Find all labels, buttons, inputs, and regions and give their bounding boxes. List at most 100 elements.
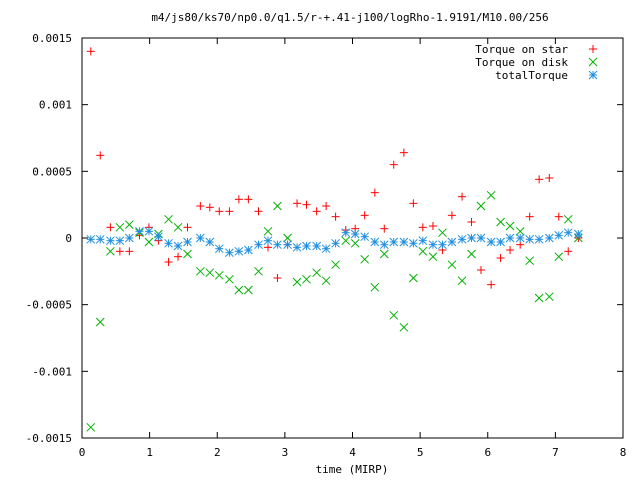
- data-point: [515, 233, 525, 243]
- data-point: [292, 242, 302, 252]
- data-point: [505, 233, 515, 243]
- data-point: [205, 237, 215, 247]
- plot-frame: [81, 37, 624, 439]
- data-point: [195, 266, 205, 276]
- data-point: [195, 233, 205, 243]
- data-point: [535, 175, 544, 184]
- legend-label: Torque on star: [475, 43, 568, 56]
- data-point: [467, 218, 476, 226]
- data-point: [554, 212, 563, 221]
- legend-label: Torque on disk: [475, 56, 568, 69]
- data-point: [496, 217, 505, 227]
- x-tick-label: 7: [552, 446, 559, 459]
- data-point: [476, 233, 486, 243]
- data-point: [496, 237, 505, 247]
- data-point: [225, 248, 234, 258]
- x-tick-label: 1: [146, 446, 153, 459]
- legend-marker: [588, 57, 598, 67]
- data-point: [360, 232, 370, 242]
- data-point: [292, 277, 302, 287]
- data-point: [350, 229, 360, 239]
- data-point: [322, 202, 331, 210]
- data-point: [505, 221, 515, 231]
- legend-label: totalTorque: [495, 69, 568, 82]
- data-point: [409, 238, 418, 248]
- series-plus: [86, 47, 583, 289]
- data-points: [86, 47, 583, 432]
- data-point: [554, 252, 564, 262]
- data-point: [205, 268, 215, 278]
- legend-marker: [589, 45, 597, 53]
- y-tick-label: 0: [65, 232, 72, 245]
- data-point: [506, 246, 515, 254]
- data-point: [476, 201, 486, 211]
- data-point: [95, 234, 105, 244]
- data-point: [380, 224, 389, 233]
- data-point: [545, 174, 554, 182]
- y-tick-label: 0.0005: [32, 165, 72, 178]
- data-point: [115, 222, 125, 232]
- y-tick-label: 0.001: [39, 99, 72, 112]
- data-point: [428, 240, 438, 250]
- data-point: [399, 237, 409, 247]
- data-point: [234, 195, 243, 204]
- data-point: [458, 192, 467, 201]
- data-point: [244, 245, 253, 255]
- data-point: [457, 276, 467, 286]
- data-point: [254, 207, 263, 216]
- data-point: [564, 247, 573, 256]
- data-point: [106, 236, 115, 246]
- data-point: [205, 203, 214, 212]
- data-point: [389, 310, 399, 320]
- data-point: [321, 276, 331, 286]
- data-point: [331, 212, 340, 221]
- data-point: [496, 254, 505, 262]
- data-point: [86, 422, 96, 432]
- y-tick-label: -0.001: [32, 365, 72, 378]
- y-tick-label: -0.0015: [26, 432, 72, 445]
- data-point: [370, 237, 380, 247]
- data-point: [106, 223, 115, 232]
- data-point: [331, 260, 340, 270]
- data-point: [302, 241, 311, 251]
- data-point: [96, 151, 105, 160]
- data-point: [144, 226, 154, 236]
- data-point: [312, 241, 322, 251]
- data-point: [370, 188, 379, 197]
- legend-marker: [588, 70, 598, 80]
- data-point: [244, 285, 253, 295]
- data-point: [370, 282, 380, 292]
- data-point: [418, 223, 427, 232]
- x-tick-label: 2: [214, 446, 221, 459]
- data-point: [312, 207, 321, 216]
- data-point: [379, 240, 389, 250]
- data-point: [476, 266, 485, 274]
- data-point: [244, 195, 253, 204]
- data-point: [173, 222, 183, 232]
- data-point: [525, 234, 535, 244]
- data-point: [341, 228, 351, 238]
- data-point: [174, 252, 183, 261]
- data-point: [467, 249, 476, 259]
- data-point: [525, 256, 535, 266]
- data-point: [409, 273, 418, 283]
- data-point: [409, 199, 418, 208]
- data-point: [283, 233, 292, 243]
- x-axis-label: time (MIRP): [316, 463, 389, 476]
- data-point: [418, 246, 428, 256]
- data-point: [563, 214, 573, 224]
- data-point: [164, 258, 173, 266]
- data-point: [341, 236, 351, 246]
- data-point: [331, 238, 340, 248]
- data-point: [447, 211, 456, 220]
- y-tick-label: 0.0015: [32, 32, 72, 45]
- data-point: [447, 260, 457, 270]
- x-tick-label: 0: [79, 446, 86, 459]
- series-cross: [86, 190, 583, 432]
- data-point: [124, 233, 134, 243]
- data-point: [124, 220, 134, 230]
- data-point: [467, 233, 476, 243]
- data-point: [360, 254, 370, 264]
- x-tick-label: 6: [484, 446, 491, 459]
